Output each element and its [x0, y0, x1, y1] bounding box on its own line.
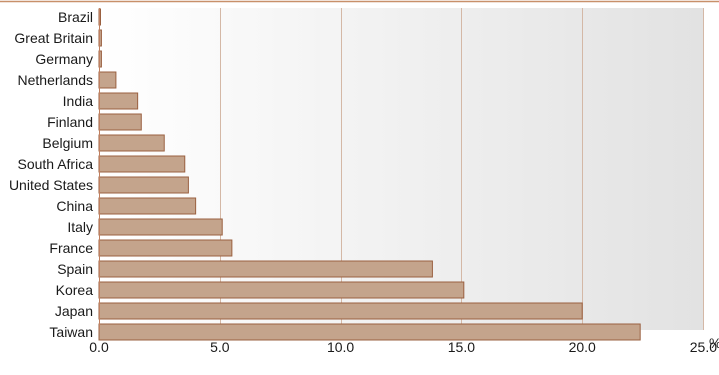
category-label-united-states: United States [9, 177, 93, 193]
x-tick-labels: 0.0 5.0 10.0 15.0 20.0 25.0 [89, 339, 717, 355]
category-label-belgium: Belgium [42, 135, 93, 151]
category-label-taiwan: Taiwan [49, 324, 93, 340]
bar-france [98, 239, 233, 257]
bar-korea [98, 281, 465, 299]
bar-finland [98, 113, 142, 131]
bar-spain [98, 260, 433, 278]
category-label-spain: Spain [57, 261, 93, 277]
x-tick-label-5.0: 5.0 [210, 339, 230, 355]
bars [98, 8, 641, 341]
bar-south-africa [98, 155, 186, 173]
bar-japan [98, 302, 583, 320]
category-label-south-africa: South Africa [18, 156, 94, 172]
bar-united-states [98, 176, 189, 194]
category-labels: Brazil Great Britain Germany Netherlands Ind… [9, 9, 93, 340]
x-tick-label-20.0: 20.0 [569, 339, 596, 355]
x-tick-label-15.0: 15.0 [448, 339, 475, 355]
x-tick-label-0.0: 0.0 [89, 339, 109, 355]
bar-china [98, 197, 197, 215]
category-label-france: France [49, 240, 93, 256]
category-label-china: China [56, 198, 93, 214]
category-label-finland: Finland [47, 114, 93, 130]
category-label-netherlands: Netherlands [18, 72, 94, 88]
category-label-japan: Japan [55, 303, 93, 319]
bar-italy [98, 218, 223, 236]
bar-netherlands [98, 71, 117, 89]
x-unit-label: % [709, 335, 719, 351]
category-label-india: India [63, 93, 94, 109]
x-tick-label-25.0: 25.0 [690, 339, 717, 355]
category-label-korea: Korea [56, 282, 94, 298]
category-label-brazil: Brazil [58, 9, 93, 25]
bar-taiwan [98, 323, 641, 341]
bar-india [98, 92, 139, 110]
bar-belgium [98, 134, 165, 152]
category-label-italy: Italy [67, 219, 93, 235]
category-label-germany: Germany [35, 51, 93, 67]
x-tick-label-10.0: 10.0 [327, 339, 354, 355]
category-label-great-britain: Great Britain [14, 30, 93, 46]
